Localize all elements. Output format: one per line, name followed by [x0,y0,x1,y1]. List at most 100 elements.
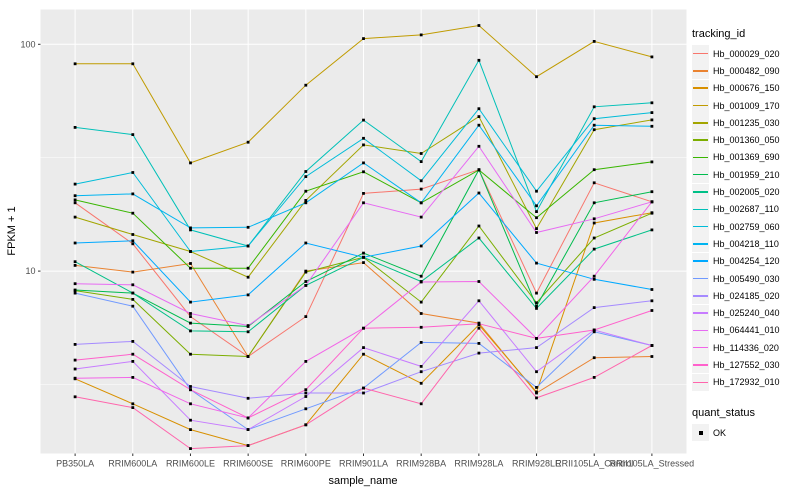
data-point [189,321,192,325]
data-point [362,255,365,259]
y-axis-title: FPKM + 1 [6,206,18,255]
legend-label: Hb_004254_120 [713,256,780,267]
data-point [362,161,365,165]
data-point [304,423,308,427]
line-swatch-icon [693,70,708,72]
data-point [650,118,654,122]
legend-items: Hb_000029_020 Hb_000482_090 Hb_000676_150 H… [692,45,798,391]
data-point [304,388,308,392]
legend-label: Hb_000676_150 [713,83,780,94]
data-point [535,390,538,394]
legend-key-swatch [692,131,709,149]
legend-key-swatch [692,321,709,339]
data-point [477,342,481,345]
legend-item-Hb_172932_010: Hb_172932_010 [692,373,798,391]
data-point [131,242,135,246]
data-point [362,143,365,147]
data-point [246,396,250,400]
line-swatch-icon [693,191,708,193]
legend-item-Hb_001959_210: Hb_001959_210 [692,166,798,184]
data-point [362,352,365,356]
line-swatch-icon [693,173,708,176]
legend-item-Hb_127552_030: Hb_127552_030 [692,356,798,374]
data-point [131,406,135,409]
data-point [592,168,596,172]
data-point [189,161,192,165]
data-point [477,24,481,27]
data-point [477,322,481,326]
legend-key-swatch [692,114,709,132]
data-point [304,199,308,202]
gridlines [40,9,687,454]
legend-quant-status: quant_status OK [692,407,798,442]
x-tick-label: PB350LA [56,459,94,469]
data-point [304,315,308,318]
legend-item-Hb_002759_060: Hb_002759_060 [692,218,798,236]
legend-label: Hb_002687_110 [713,204,779,215]
data-point [73,126,77,129]
data-point [131,340,135,343]
data-point [131,352,135,356]
data-point [535,386,538,389]
data-point [592,40,596,43]
x-tick-label: RRIM600LE [166,459,215,469]
line-swatch-icon [693,260,708,262]
data-point [419,402,423,406]
legend-key-swatch [692,373,709,391]
data-point [131,304,135,308]
data-point [304,170,308,173]
data-point [362,346,365,349]
data-point [189,262,192,265]
data-point [362,192,365,195]
line-swatch-icon [693,52,708,55]
legend-item-Hb_001369_690: Hb_001369_690 [692,148,798,166]
data-point [73,241,77,245]
axes: 100 10 PB350LA RRIM600LA RRIM600LE RRIM600SE R… [20,39,694,468]
data-points [73,24,654,450]
data-point [477,236,481,240]
legend-title-tracking-id: tracking_id [692,28,746,40]
legend-item-Hb_025240_040: Hb_025240_040 [692,304,798,322]
data-point [189,428,192,431]
data-point [592,128,596,132]
square-point-icon [698,430,703,435]
data-point [535,370,538,374]
legend-key-swatch [692,62,709,80]
data-point [304,189,308,193]
legend-item-ok: OK [692,424,798,442]
legend-key-swatch [692,339,709,357]
data-point [419,341,423,344]
data-point [592,274,596,278]
data-point [535,396,538,400]
data-point [592,117,596,121]
data-point [477,123,481,127]
legend-key-swatch [692,45,709,63]
data-point [304,175,308,178]
data-point [477,115,481,118]
legend-label: Hb_024185_020 [713,290,780,301]
legend-item-Hb_005490_030: Hb_005490_030 [692,270,798,287]
data-point [650,111,654,114]
data-point [535,291,538,295]
line-swatch-icon [693,364,708,366]
data-point [535,301,538,305]
data-point [592,217,596,221]
data-point [131,62,135,66]
legend-key-swatch [692,166,709,184]
data-point [592,328,596,332]
legend-label: Hb_001959_210 [713,169,780,180]
data-point [304,395,308,398]
line-swatch-icon [693,225,708,228]
legend-item-Hb_024185_020: Hb_024185_020 [692,287,798,305]
data-point [189,228,192,232]
data-point [592,376,596,379]
data-point [131,291,135,295]
data-point [189,447,192,450]
data-point [304,270,308,274]
data-point [362,391,365,395]
data-point [131,239,135,243]
data-point [131,402,135,406]
data-point [419,280,423,284]
legend-key-swatch [692,148,709,166]
